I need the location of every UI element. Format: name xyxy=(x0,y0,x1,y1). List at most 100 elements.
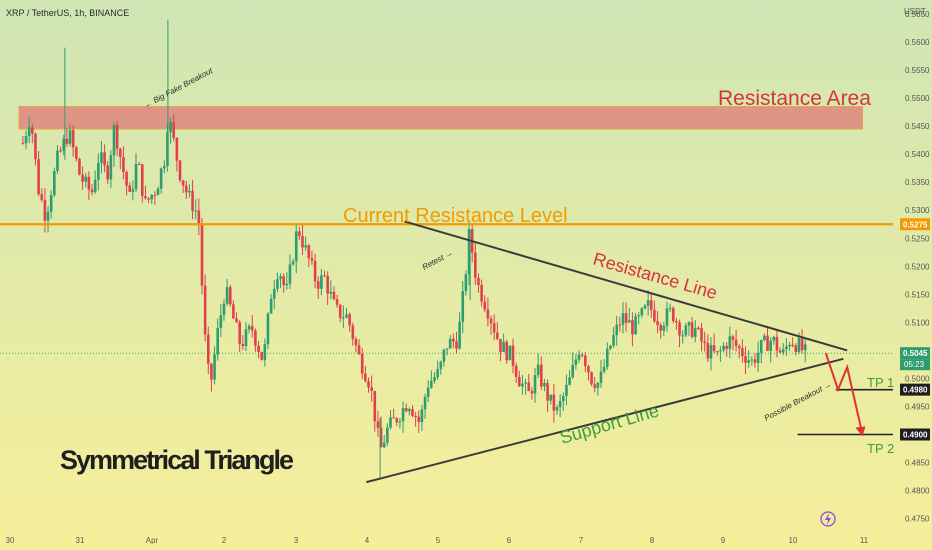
candle xyxy=(637,311,641,325)
y-tick-label: 0.5150 xyxy=(905,290,930,299)
candle xyxy=(684,322,688,338)
candle xyxy=(703,331,706,352)
candle xyxy=(467,220,471,285)
candle xyxy=(464,270,468,296)
candle-body xyxy=(122,157,125,172)
countdown-label: 05:23 xyxy=(904,360,925,369)
x-tick-label: Apr xyxy=(146,536,159,545)
candle-body xyxy=(587,366,590,373)
candle xyxy=(56,145,59,174)
candle-body xyxy=(320,275,323,289)
candle-body xyxy=(609,345,612,349)
candle xyxy=(188,184,191,198)
candle xyxy=(719,346,722,362)
candle-body xyxy=(411,409,414,416)
candle xyxy=(681,330,684,344)
candle-body xyxy=(219,315,223,329)
candle-body xyxy=(326,275,329,294)
candle xyxy=(480,279,483,307)
candle xyxy=(84,172,88,188)
candle-body xyxy=(800,338,804,351)
candle-body xyxy=(140,164,144,197)
candle xyxy=(627,308,631,323)
candle xyxy=(175,137,179,172)
candle xyxy=(656,311,659,334)
candle xyxy=(162,160,166,174)
candle-body xyxy=(206,334,210,364)
candle-body xyxy=(455,341,458,349)
candle-body xyxy=(605,348,609,367)
candle xyxy=(254,328,257,352)
candle-body xyxy=(257,345,260,353)
symmetrical-triangle-label: Symmetrical Triangle xyxy=(60,445,294,475)
candle-body xyxy=(225,287,229,304)
candle xyxy=(511,338,515,374)
projected-path xyxy=(824,352,864,435)
candle-body xyxy=(188,190,191,193)
candle xyxy=(34,132,37,166)
candle-body xyxy=(128,185,132,192)
candle xyxy=(615,315,619,346)
candle xyxy=(671,306,675,324)
x-tick-label: 6 xyxy=(507,536,512,545)
candle-body xyxy=(134,163,138,190)
candle xyxy=(332,286,336,301)
candle-body xyxy=(596,382,600,389)
currency-label: USDT xyxy=(904,7,926,16)
candle xyxy=(282,273,285,293)
candle-body xyxy=(24,136,28,144)
candle xyxy=(118,147,122,170)
x-tick-label: 3 xyxy=(294,536,299,545)
candle xyxy=(408,407,411,416)
candle-body xyxy=(530,390,534,394)
candle xyxy=(700,322,703,352)
candle-body xyxy=(395,418,399,423)
candle xyxy=(693,320,697,343)
candle xyxy=(496,322,499,341)
symbol-header[interactable]: XRP / TetherUS, 1h, BINANCE xyxy=(6,8,129,18)
candle xyxy=(722,342,725,353)
candle xyxy=(404,403,408,413)
candle xyxy=(348,312,351,332)
y-tick-label: 0.5600 xyxy=(905,38,930,47)
candle-body xyxy=(445,348,449,350)
candle xyxy=(53,167,56,198)
resistance-area-label: Resistance Area xyxy=(718,87,871,110)
candle-body xyxy=(467,229,471,275)
candle xyxy=(731,334,735,351)
candle xyxy=(197,198,201,236)
candle-body xyxy=(288,264,292,284)
candle xyxy=(533,367,537,404)
candle-body xyxy=(540,364,543,387)
candle-body xyxy=(420,409,424,423)
candle-body xyxy=(577,354,581,360)
candle xyxy=(763,333,766,342)
lightning-icon[interactable] xyxy=(820,511,836,527)
candle-body xyxy=(376,421,380,428)
candle xyxy=(492,314,496,341)
candle-body xyxy=(125,171,128,186)
candle-body xyxy=(706,343,710,359)
candle-body xyxy=(103,152,106,166)
candle xyxy=(244,321,248,351)
candle xyxy=(357,339,361,356)
candle-body xyxy=(612,335,615,346)
candle-body xyxy=(568,377,571,385)
candle-body xyxy=(81,174,84,182)
candle-body xyxy=(546,383,549,401)
candle xyxy=(568,370,571,386)
candle-body xyxy=(285,283,289,286)
candle xyxy=(370,375,373,402)
candle xyxy=(486,297,490,327)
candle-body xyxy=(668,307,672,309)
candle xyxy=(310,250,314,265)
candle xyxy=(640,306,644,318)
candle xyxy=(706,334,710,362)
candle xyxy=(662,321,666,337)
candle-body xyxy=(382,442,386,448)
candle-body xyxy=(210,363,213,380)
candle-body xyxy=(518,376,521,387)
candle-body xyxy=(414,415,417,417)
y-tick-label: 0.5350 xyxy=(905,178,930,187)
